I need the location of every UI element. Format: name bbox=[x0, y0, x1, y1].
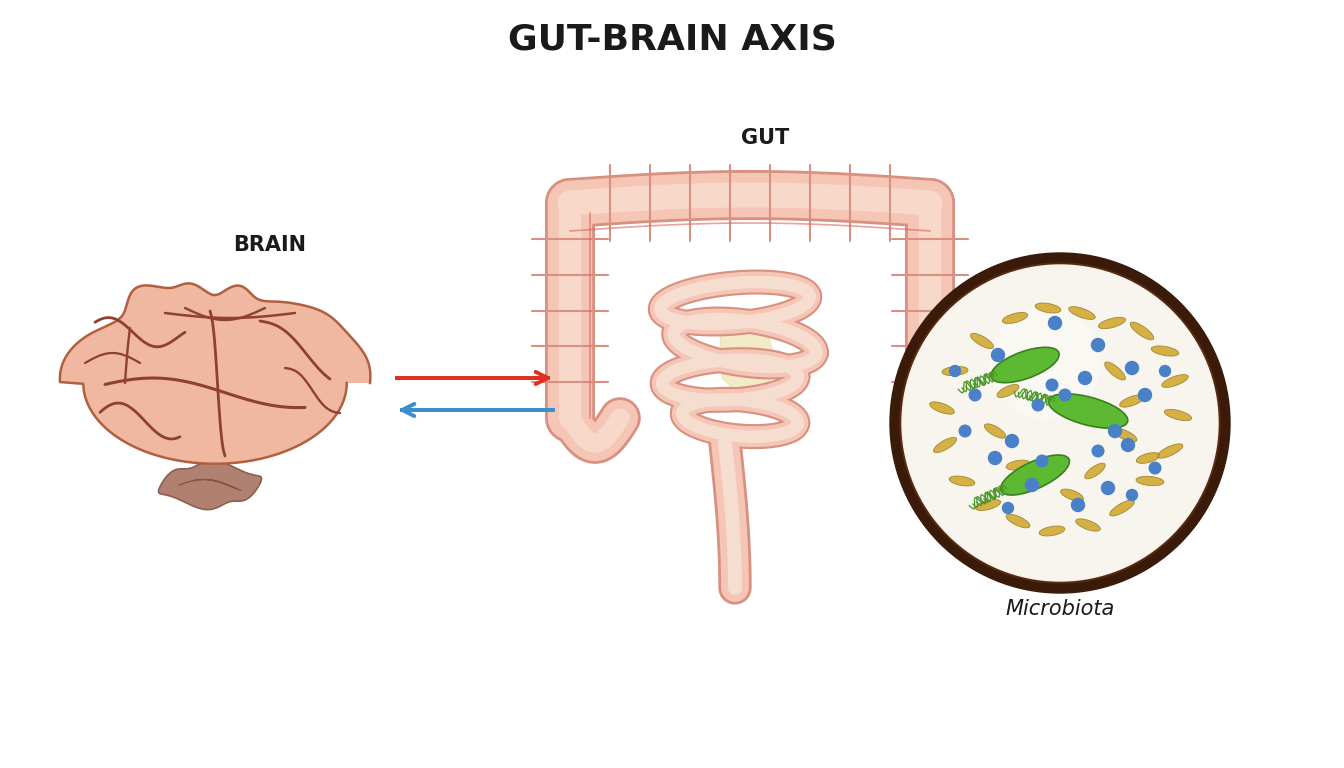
Ellipse shape bbox=[930, 402, 954, 414]
Ellipse shape bbox=[1157, 444, 1183, 458]
Circle shape bbox=[949, 366, 961, 376]
Ellipse shape bbox=[1007, 460, 1030, 470]
Circle shape bbox=[1138, 389, 1152, 402]
Ellipse shape bbox=[949, 476, 974, 486]
Ellipse shape bbox=[1085, 463, 1105, 478]
Circle shape bbox=[1003, 502, 1013, 514]
Ellipse shape bbox=[1120, 395, 1144, 407]
Circle shape bbox=[1048, 316, 1062, 329]
Ellipse shape bbox=[1035, 303, 1060, 313]
Polygon shape bbox=[720, 326, 775, 400]
Circle shape bbox=[1005, 435, 1019, 448]
Circle shape bbox=[1036, 455, 1048, 467]
Ellipse shape bbox=[1060, 489, 1083, 501]
Circle shape bbox=[1091, 339, 1105, 352]
Ellipse shape bbox=[1000, 455, 1070, 495]
Ellipse shape bbox=[984, 424, 1005, 439]
Ellipse shape bbox=[1075, 519, 1101, 531]
Ellipse shape bbox=[1039, 526, 1064, 536]
Circle shape bbox=[900, 263, 1220, 583]
Ellipse shape bbox=[997, 385, 1019, 398]
Circle shape bbox=[1078, 372, 1091, 385]
Circle shape bbox=[1071, 498, 1085, 511]
Ellipse shape bbox=[1164, 409, 1192, 421]
Circle shape bbox=[890, 253, 1230, 593]
Ellipse shape bbox=[991, 347, 1059, 382]
Text: Microbiota: Microbiota bbox=[1005, 599, 1114, 619]
Circle shape bbox=[969, 389, 981, 401]
Circle shape bbox=[1109, 425, 1121, 438]
Circle shape bbox=[1160, 366, 1171, 376]
Circle shape bbox=[1046, 379, 1058, 391]
Ellipse shape bbox=[942, 366, 968, 376]
Circle shape bbox=[1126, 489, 1137, 501]
Ellipse shape bbox=[1007, 514, 1030, 528]
Circle shape bbox=[988, 452, 1001, 465]
Ellipse shape bbox=[1003, 313, 1028, 323]
Ellipse shape bbox=[1136, 476, 1164, 485]
Polygon shape bbox=[159, 460, 262, 510]
Text: BRAIN: BRAIN bbox=[234, 235, 306, 255]
Circle shape bbox=[992, 349, 1004, 362]
Ellipse shape bbox=[1098, 317, 1125, 329]
Ellipse shape bbox=[1068, 306, 1095, 319]
Text: GUT: GUT bbox=[741, 128, 789, 148]
Ellipse shape bbox=[1136, 452, 1160, 463]
Ellipse shape bbox=[1048, 394, 1128, 429]
Ellipse shape bbox=[1031, 356, 1054, 366]
Ellipse shape bbox=[1130, 322, 1153, 339]
Ellipse shape bbox=[970, 333, 993, 349]
Circle shape bbox=[991, 308, 1099, 418]
Circle shape bbox=[1102, 482, 1114, 495]
Circle shape bbox=[1093, 445, 1103, 457]
Ellipse shape bbox=[976, 499, 1001, 511]
Circle shape bbox=[1032, 399, 1044, 411]
Circle shape bbox=[1059, 389, 1071, 401]
Polygon shape bbox=[60, 283, 371, 464]
Circle shape bbox=[1025, 478, 1039, 492]
Circle shape bbox=[902, 265, 1218, 581]
Ellipse shape bbox=[934, 438, 957, 452]
Circle shape bbox=[1149, 462, 1161, 474]
Circle shape bbox=[960, 425, 970, 437]
Ellipse shape bbox=[1161, 375, 1188, 387]
Text: GUT-BRAIN AXIS: GUT-BRAIN AXIS bbox=[508, 23, 836, 57]
Circle shape bbox=[1125, 362, 1138, 375]
Ellipse shape bbox=[1105, 362, 1125, 380]
Ellipse shape bbox=[1152, 346, 1179, 356]
Circle shape bbox=[1121, 439, 1134, 452]
Ellipse shape bbox=[1110, 500, 1134, 516]
Ellipse shape bbox=[1113, 428, 1137, 442]
